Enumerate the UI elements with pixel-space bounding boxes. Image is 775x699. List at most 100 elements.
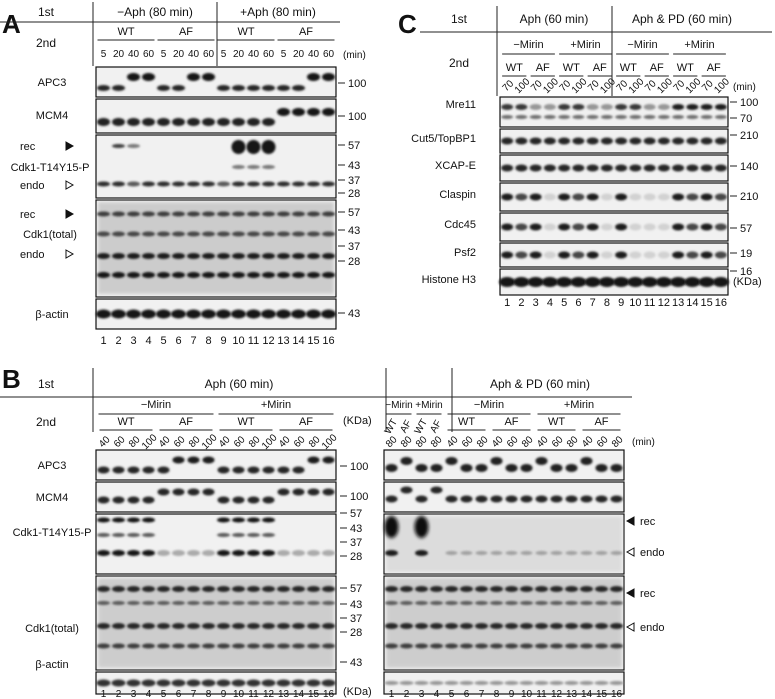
band xyxy=(292,550,305,556)
band xyxy=(112,211,125,217)
endo-label: endo xyxy=(640,547,664,559)
lane-number: 13 xyxy=(278,689,290,699)
lane-number: 3 xyxy=(419,689,425,699)
band xyxy=(276,309,291,319)
band xyxy=(247,466,260,474)
lane-number: 14 xyxy=(292,335,304,347)
band xyxy=(247,231,260,237)
condition-label: Aph (60 min) xyxy=(205,377,274,391)
panel-letter-a: A xyxy=(2,9,21,39)
band xyxy=(586,251,599,259)
mw-marker: 210 xyxy=(730,191,758,203)
band xyxy=(572,137,585,145)
lane-number: 8 xyxy=(604,297,610,309)
band xyxy=(157,601,170,605)
mw-label: 43 xyxy=(350,523,362,535)
band xyxy=(112,144,125,148)
band xyxy=(529,251,542,259)
band xyxy=(529,104,542,110)
genotype-label: AF xyxy=(650,62,664,74)
band xyxy=(277,488,290,496)
band xyxy=(415,586,428,592)
band xyxy=(565,623,578,629)
blot-cdk1-t14y15p-right xyxy=(383,513,625,575)
mw-label: 28 xyxy=(350,627,362,639)
band xyxy=(529,223,542,231)
lane-number: 7 xyxy=(479,689,485,699)
mw-marker: 28 xyxy=(338,256,360,268)
band xyxy=(292,231,305,237)
band xyxy=(202,623,215,629)
band xyxy=(684,277,701,287)
time-label: 60 xyxy=(263,49,275,60)
band xyxy=(686,193,699,201)
band xyxy=(501,193,514,201)
mw-label: 37 xyxy=(350,537,362,549)
time-label: 40 xyxy=(308,49,320,60)
endo-label: endo xyxy=(20,249,44,261)
band xyxy=(217,181,230,187)
band xyxy=(501,251,514,259)
genotype-label: WT xyxy=(506,62,523,74)
lane-number: 10 xyxy=(233,689,245,699)
band xyxy=(529,193,542,201)
mirin-label: +Mirin xyxy=(564,399,594,411)
time-label: 80 xyxy=(475,434,491,450)
band xyxy=(580,551,593,555)
band xyxy=(322,586,335,592)
genotype-label: WT xyxy=(563,62,580,74)
band xyxy=(570,277,587,287)
time-label: 80 xyxy=(520,434,536,450)
band xyxy=(187,456,200,464)
band xyxy=(127,623,140,629)
lane-number: 12 xyxy=(658,297,670,309)
band xyxy=(217,272,230,278)
band xyxy=(247,517,260,523)
time-label: 60 xyxy=(172,434,188,450)
mw-label: 43 xyxy=(348,160,360,172)
band xyxy=(142,118,155,126)
lane-number: 15 xyxy=(307,335,319,347)
blot-frame xyxy=(499,96,729,128)
time-label: 60 xyxy=(112,434,128,450)
genotype-label: AF xyxy=(536,62,550,74)
band xyxy=(460,586,473,592)
band xyxy=(543,104,556,110)
mw-label: 57 xyxy=(348,207,360,219)
band xyxy=(262,211,275,217)
band xyxy=(520,464,533,472)
band xyxy=(97,253,110,259)
band xyxy=(232,601,245,605)
filled-arrow-icon xyxy=(625,516,635,526)
band xyxy=(187,643,200,649)
band xyxy=(572,193,585,201)
rec-label: rec xyxy=(20,141,36,153)
band xyxy=(112,601,125,605)
band xyxy=(657,223,670,231)
band xyxy=(580,495,593,503)
time-label: 60 xyxy=(505,434,521,450)
band xyxy=(307,586,320,592)
band xyxy=(515,223,528,231)
band xyxy=(629,193,642,201)
band xyxy=(247,533,260,537)
band xyxy=(322,231,335,237)
band xyxy=(142,496,155,504)
band xyxy=(172,623,185,629)
band xyxy=(232,253,245,259)
band xyxy=(262,586,275,592)
band xyxy=(643,164,656,172)
band xyxy=(505,643,518,649)
band xyxy=(543,115,556,119)
band xyxy=(247,181,260,187)
band xyxy=(157,231,170,237)
mirin-label: −Mirin xyxy=(627,39,657,51)
lane-number: 11 xyxy=(644,297,655,309)
band xyxy=(501,115,514,119)
band xyxy=(172,643,185,649)
band xyxy=(629,137,642,145)
lane-number: 14 xyxy=(581,689,593,699)
genotype-label: WT xyxy=(237,416,254,428)
lane-number: 7 xyxy=(190,335,196,347)
band xyxy=(613,277,630,287)
